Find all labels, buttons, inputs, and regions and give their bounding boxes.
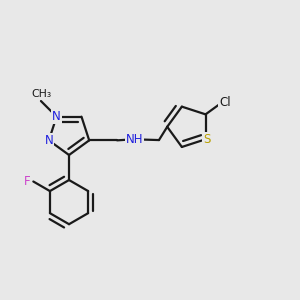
Text: N: N [52, 110, 61, 123]
Text: NH: NH [125, 133, 143, 146]
Text: Cl: Cl [219, 96, 231, 109]
Text: N: N [44, 134, 53, 147]
Text: S: S [203, 133, 211, 146]
Text: F: F [24, 175, 30, 188]
Text: CH₃: CH₃ [31, 89, 51, 99]
